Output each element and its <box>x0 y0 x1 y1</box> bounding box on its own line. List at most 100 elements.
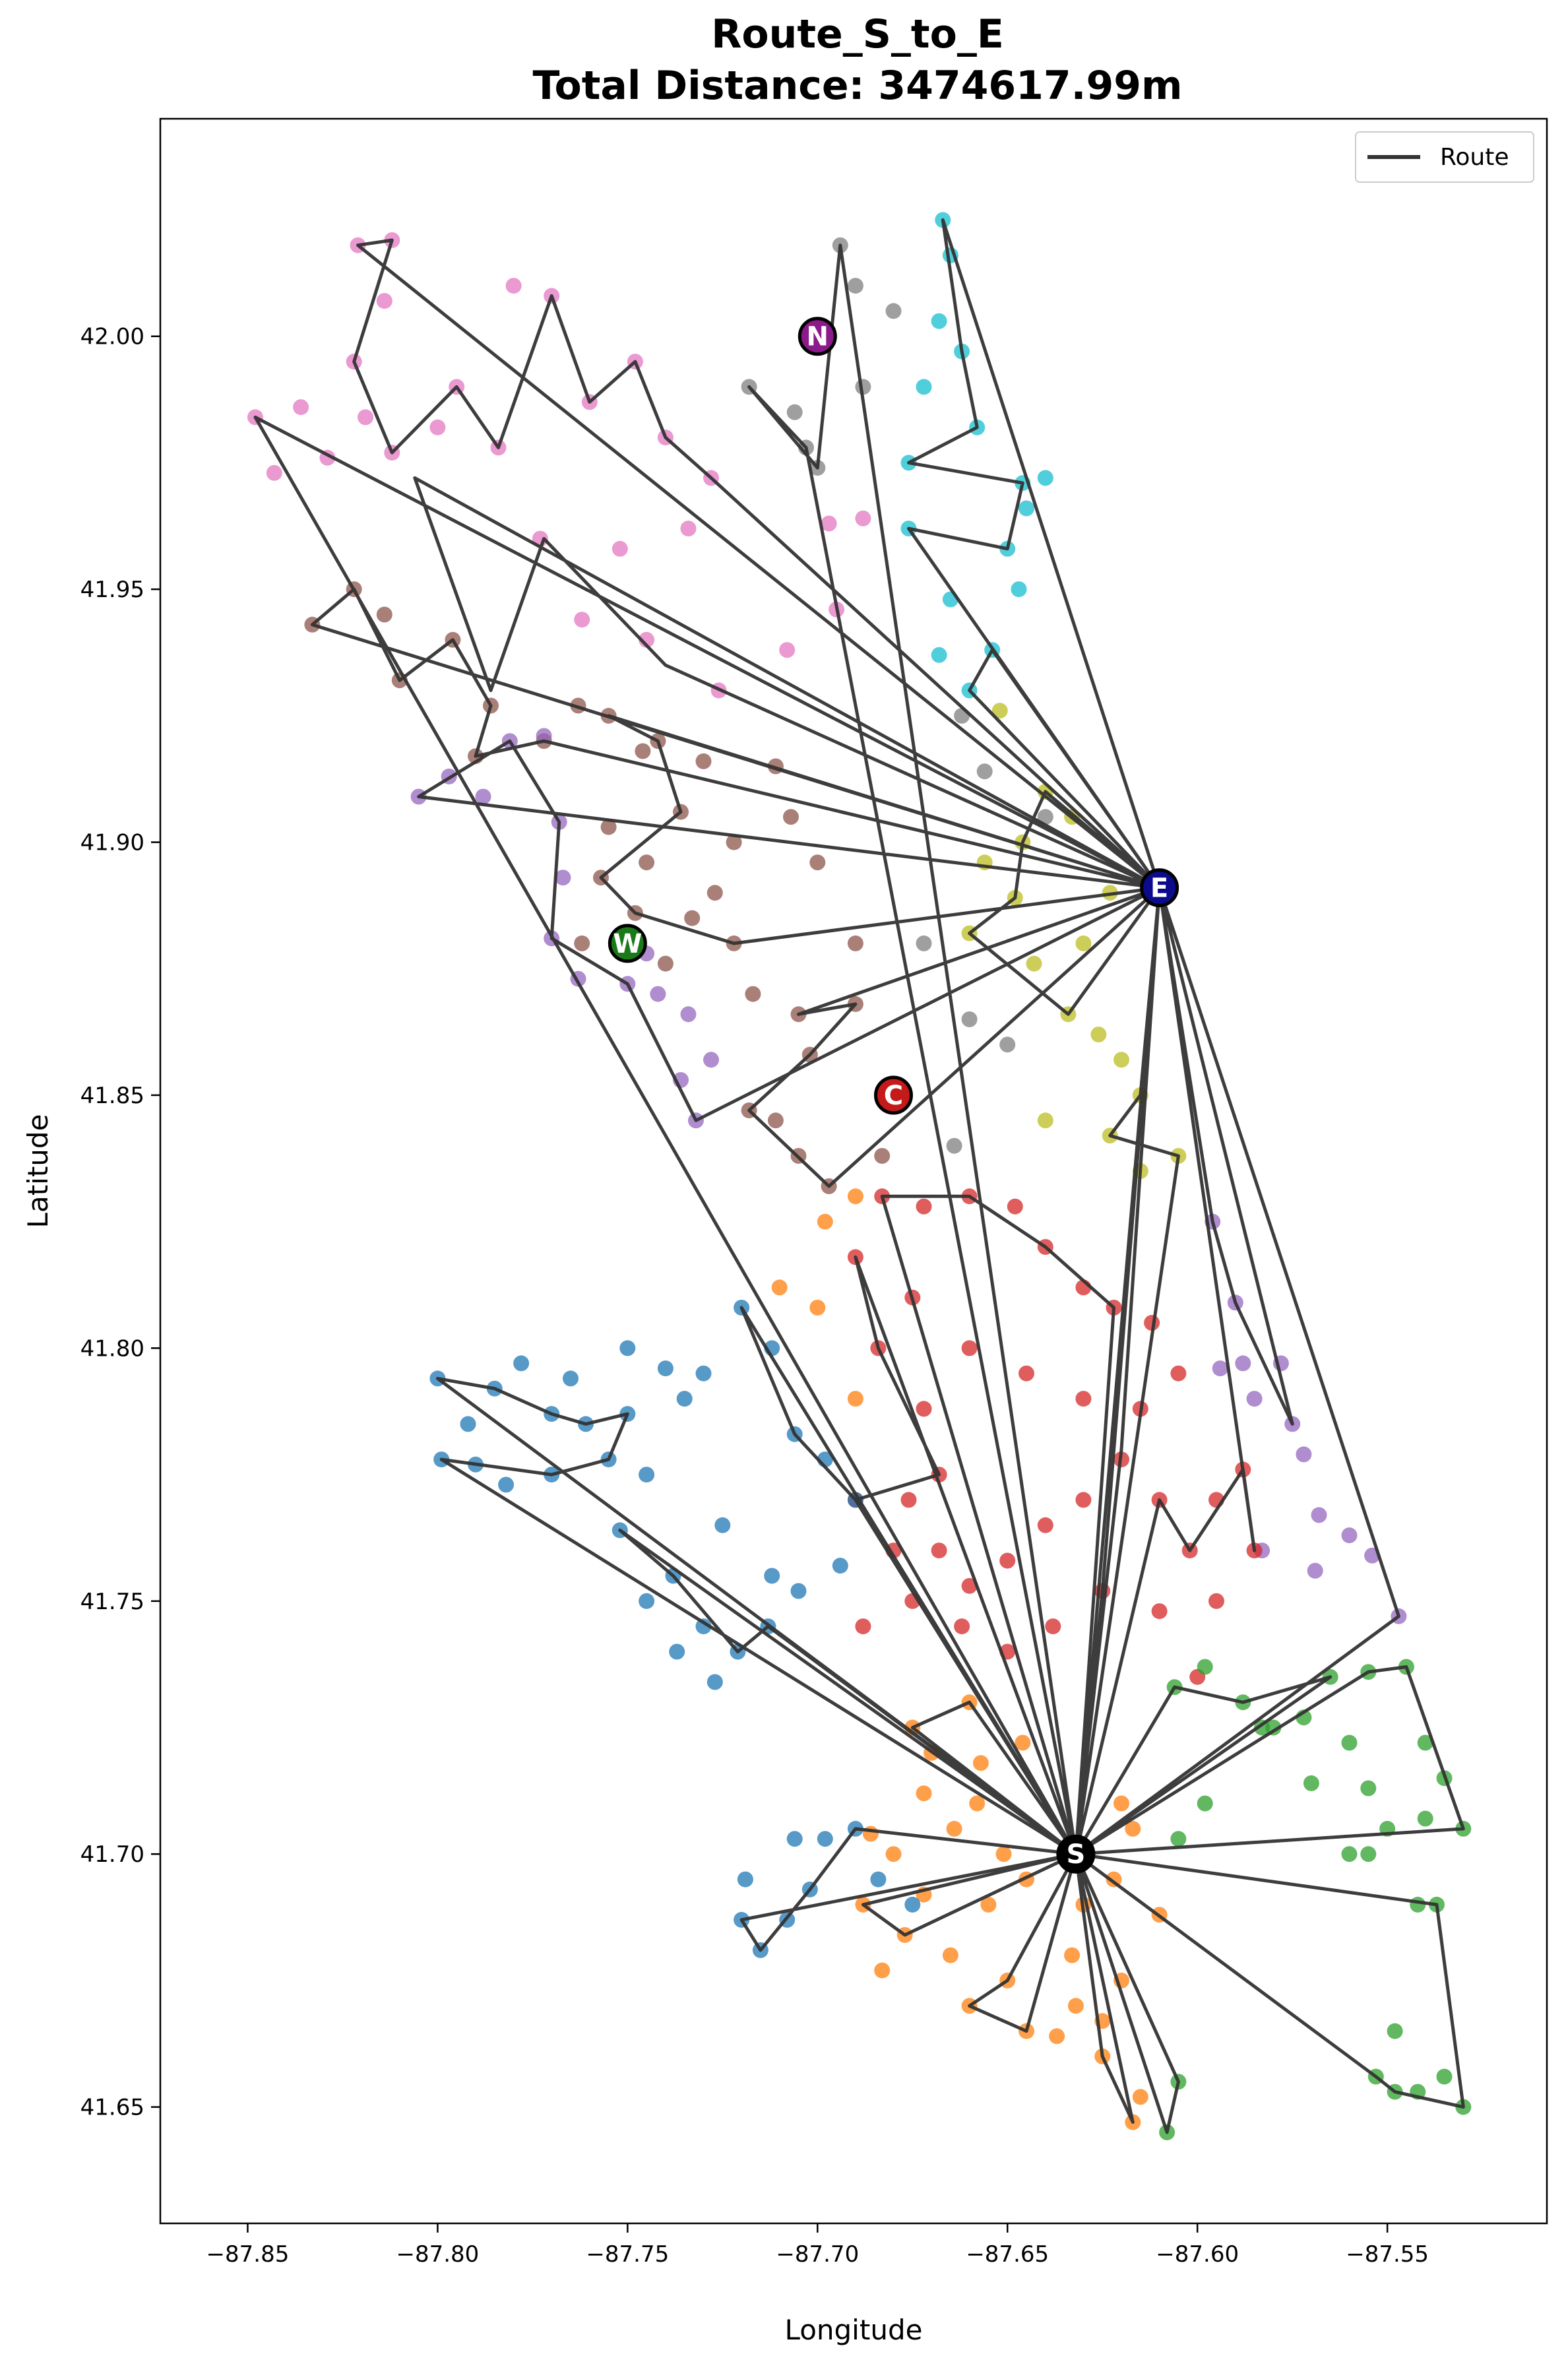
hub-C-label: C <box>884 1081 903 1111</box>
series-6-point-39 <box>855 1618 871 1635</box>
series-6-point-3 <box>1007 1198 1023 1215</box>
series-6-point-24 <box>1037 1517 1053 1533</box>
plot-area: S E N W C <box>159 117 1548 2225</box>
series-2-point-4 <box>916 379 932 395</box>
series-4-point-19 <box>1235 1355 1251 1372</box>
hub-S: S <box>1056 1834 1096 1874</box>
chart-subtitle: Total Distance: 3474617.99m <box>533 63 1183 109</box>
series-4-point-18 <box>1212 1360 1228 1377</box>
axes-frame <box>159 117 1548 2225</box>
series-1-point-9 <box>976 763 993 780</box>
series-0-point-21 <box>779 642 796 658</box>
series-9-point-3 <box>1265 1719 1282 1736</box>
series-2-point-13 <box>1011 581 1027 598</box>
series-5-point-15 <box>1075 935 1092 951</box>
series-9-point-1 <box>1197 1659 1213 1675</box>
series-6-point-23 <box>999 1552 1016 1569</box>
series-3-point-2 <box>376 606 392 623</box>
series-9-point-6 <box>1341 1734 1358 1751</box>
series-6-point-33 <box>1151 1603 1168 1620</box>
series-6-point-22 <box>961 1577 978 1594</box>
series-1-point-12 <box>999 1036 1016 1053</box>
series-6-point-35 <box>1045 1618 1061 1635</box>
x-tick-label: −87.75 <box>586 2241 669 2268</box>
series-8-point-19 <box>706 1674 723 1690</box>
series-3-point-11 <box>695 753 712 769</box>
series-8-point-21 <box>639 1467 655 1483</box>
x-axis-ticks: −87.85 −87.80 −87.75 −87.70 −87.65 −87.60 −87.… <box>206 2223 1429 2268</box>
series-0-point-19 <box>639 631 655 648</box>
series-3-point-13 <box>639 854 655 871</box>
series-8-point-30 <box>790 1583 807 1599</box>
series-7-point-32 <box>995 1846 1012 1862</box>
series-2-point-15 <box>1019 500 1034 517</box>
series-8-point-33 <box>737 1871 753 1888</box>
series-7-point-26 <box>1064 1947 1081 1963</box>
series-7-point-19 <box>1067 1998 1084 2014</box>
series-9-point-13 <box>1417 1810 1433 1827</box>
series-7-point-37 <box>874 1962 891 1979</box>
series-7-point-29 <box>1132 2089 1148 2105</box>
series-3-point-36 <box>635 743 651 759</box>
series-6-point-10 <box>1075 1391 1092 1407</box>
series-4-point-11 <box>680 1006 697 1023</box>
series-0-point-25 <box>505 278 522 294</box>
series-4-point-24 <box>1311 1507 1327 1523</box>
series-7-point-23 <box>1125 1820 1141 1837</box>
series-1-point-13 <box>916 935 932 951</box>
y-tick-label: 42.00 <box>80 324 144 350</box>
series-3-point-19 <box>745 986 761 1002</box>
series-7-point-1 <box>817 1213 833 1230</box>
series-1-point-11 <box>961 1011 978 1027</box>
hub-C: C <box>873 1075 913 1115</box>
series-3-point-24 <box>767 1112 784 1129</box>
series-5-point-17 <box>991 703 1008 719</box>
y-tick-label: 41.70 <box>80 1841 144 1868</box>
series-6-point-32 <box>1208 1593 1224 1609</box>
series-8-point-44 <box>619 1340 636 1356</box>
series-0-point-24 <box>855 510 871 526</box>
series-7-point-34 <box>972 1755 989 1771</box>
series-3-point-33 <box>706 885 723 901</box>
series-8-point-16 <box>695 1618 712 1635</box>
hub-S-marker <box>1056 1834 1096 1874</box>
x-tick-label: −87.55 <box>1346 2241 1429 2268</box>
series-8-point-43 <box>657 1360 674 1377</box>
series-0-point-27 <box>266 464 282 481</box>
y-tick-label: 41.85 <box>80 1083 144 1109</box>
series-6-point-21 <box>931 1543 947 1559</box>
series-0-point-1 <box>293 399 309 416</box>
hub-E-marker <box>1140 868 1179 908</box>
series-6-point-18 <box>900 1492 917 1508</box>
series-8-point-10 <box>498 1477 515 1493</box>
hub-N-label: N <box>807 322 829 352</box>
series-8-point-23 <box>695 1365 712 1382</box>
series-4-point-2 <box>475 788 491 805</box>
legend-route-label: Route <box>1440 144 1509 171</box>
hub-S-label: S <box>1066 1839 1085 1870</box>
series-8-point-40 <box>904 1896 921 1913</box>
series-3-point-17 <box>684 910 701 926</box>
series-1-point-1 <box>847 278 863 294</box>
chart-title: Route_S_to_E <box>711 11 1004 57</box>
series-0-point-17 <box>612 540 628 557</box>
series-1-point-10 <box>1037 809 1053 825</box>
x-tick-label: −87.65 <box>966 2241 1049 2268</box>
hub-W: W <box>608 924 647 963</box>
series-1-point-2 <box>885 303 902 319</box>
series-9-point-18 <box>1387 2023 1403 2039</box>
hub-layer: S E N W C <box>608 317 1179 1874</box>
series-7-point-3 <box>809 1300 826 1316</box>
series-7-point-14 <box>980 1896 997 1913</box>
series-3-point-35 <box>600 819 617 835</box>
series-9-point-29 <box>1170 1831 1187 1847</box>
hub-W-marker <box>608 924 647 963</box>
series-3-point-34 <box>657 955 674 972</box>
series-3-point-27 <box>874 1148 891 1164</box>
series-3-point-30 <box>783 809 799 825</box>
y-tick-label: 41.75 <box>80 1589 144 1615</box>
series-2-point-2 <box>931 313 947 329</box>
series-4-point-29 <box>1296 1446 1312 1463</box>
series-6-point-8 <box>1170 1365 1187 1382</box>
